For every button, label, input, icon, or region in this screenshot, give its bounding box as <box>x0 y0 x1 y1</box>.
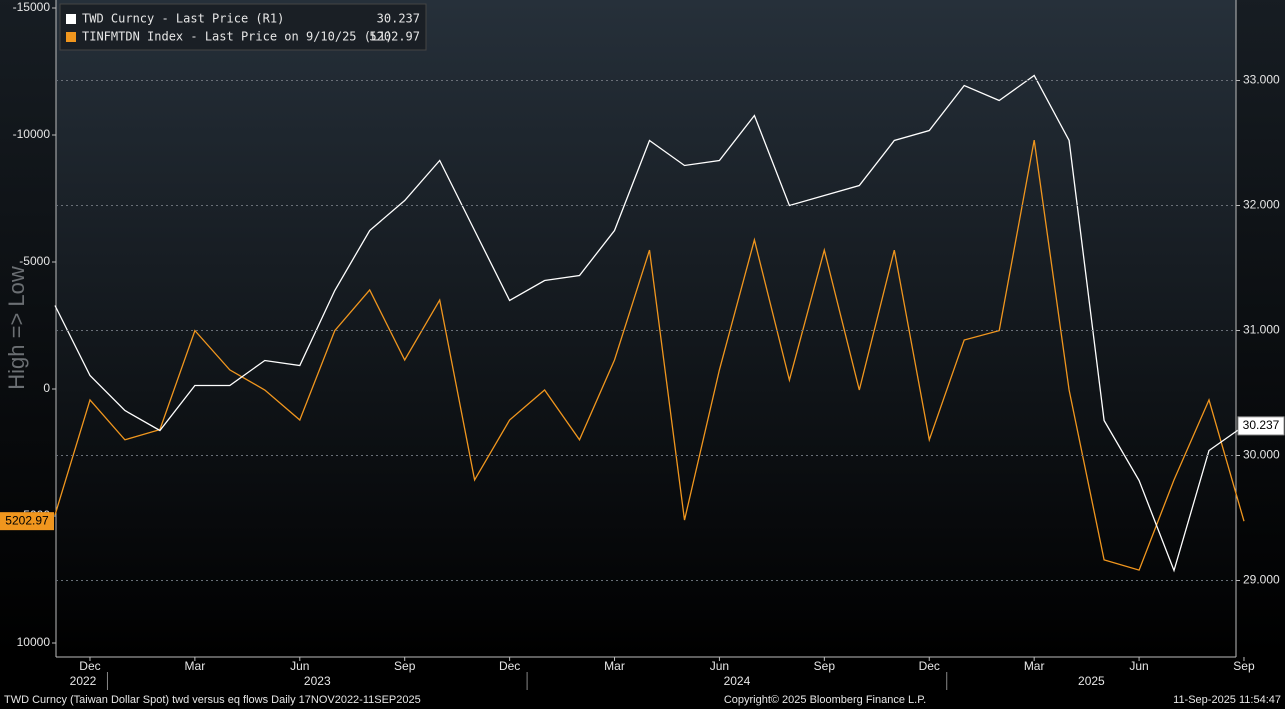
y-tick-label: -15000 <box>13 0 51 14</box>
x-tick-label: Sep <box>1233 659 1255 673</box>
y2-tick-label: 31.000 <box>1243 323 1280 337</box>
y-tick-label: -5000 <box>19 254 50 268</box>
x-tick-label: Jun <box>710 659 729 673</box>
last-value-box <box>0 512 54 531</box>
legend-label: TINFMTDN Index - Last Price on 9/10/25 (… <box>82 30 393 44</box>
x-tick-label: Dec <box>499 659 520 673</box>
x-tick-label: Sep <box>394 659 416 673</box>
x-tick-label: Mar <box>185 659 206 673</box>
footer-left: TWD Curncy (Taiwan Dollar Spot) twd vers… <box>4 694 421 706</box>
legend-value: 5202.97 <box>369 30 420 44</box>
y-tick-label: -10000 <box>13 127 51 141</box>
last-value-box <box>1237 416 1285 436</box>
x-tick-label: Mar <box>604 659 625 673</box>
x-tick-label: Jun <box>290 659 309 673</box>
legend-swatch <box>66 32 76 42</box>
year-label: 2022 <box>70 674 97 688</box>
year-label: 2023 <box>304 674 331 688</box>
legend-box <box>59 3 427 51</box>
last-value-label: 30.237 <box>1243 418 1280 432</box>
y2-tick-label: 33.000 <box>1243 73 1280 87</box>
x-tick-label: Jun <box>1129 659 1148 673</box>
plot-area <box>56 0 1236 657</box>
series-line <box>54 139 1245 571</box>
x-tick-label: Sep <box>814 659 836 673</box>
x-tick-label: Dec <box>79 659 100 673</box>
legend-value: 30.237 <box>377 12 420 26</box>
right-axis-area <box>1236 0 1285 657</box>
legend-label: TWD Curncy - Last Price (R1) <box>82 12 284 26</box>
y-tick-label: 0 <box>43 381 50 395</box>
footer-center: Copyright© 2025 Bloomberg Finance L.P. <box>724 694 926 706</box>
legend-swatch <box>66 14 76 24</box>
series-line <box>54 74 1245 573</box>
x-tick-label: Dec <box>919 659 940 673</box>
footer-right: 11-Sep-2025 11:54:47 <box>1173 694 1281 706</box>
y-axis-label: High => Low <box>4 266 29 390</box>
legend: TWD Curncy - Last Price (R1) 30.237 TINFMT… <box>59 3 427 51</box>
left-axis-area <box>0 0 56 657</box>
year-label: 2025 <box>1078 674 1105 688</box>
y-tick-label: 10000 <box>17 635 51 649</box>
last-value-label: 5202.97 <box>5 513 49 527</box>
y2-tick-label: 30.000 <box>1243 448 1280 462</box>
y2-tick-label: 32.000 <box>1243 198 1280 212</box>
y2-tick-label: 29.000 <box>1243 573 1280 587</box>
x-tick-label: Mar <box>1024 659 1045 673</box>
year-label: 2024 <box>724 674 751 688</box>
